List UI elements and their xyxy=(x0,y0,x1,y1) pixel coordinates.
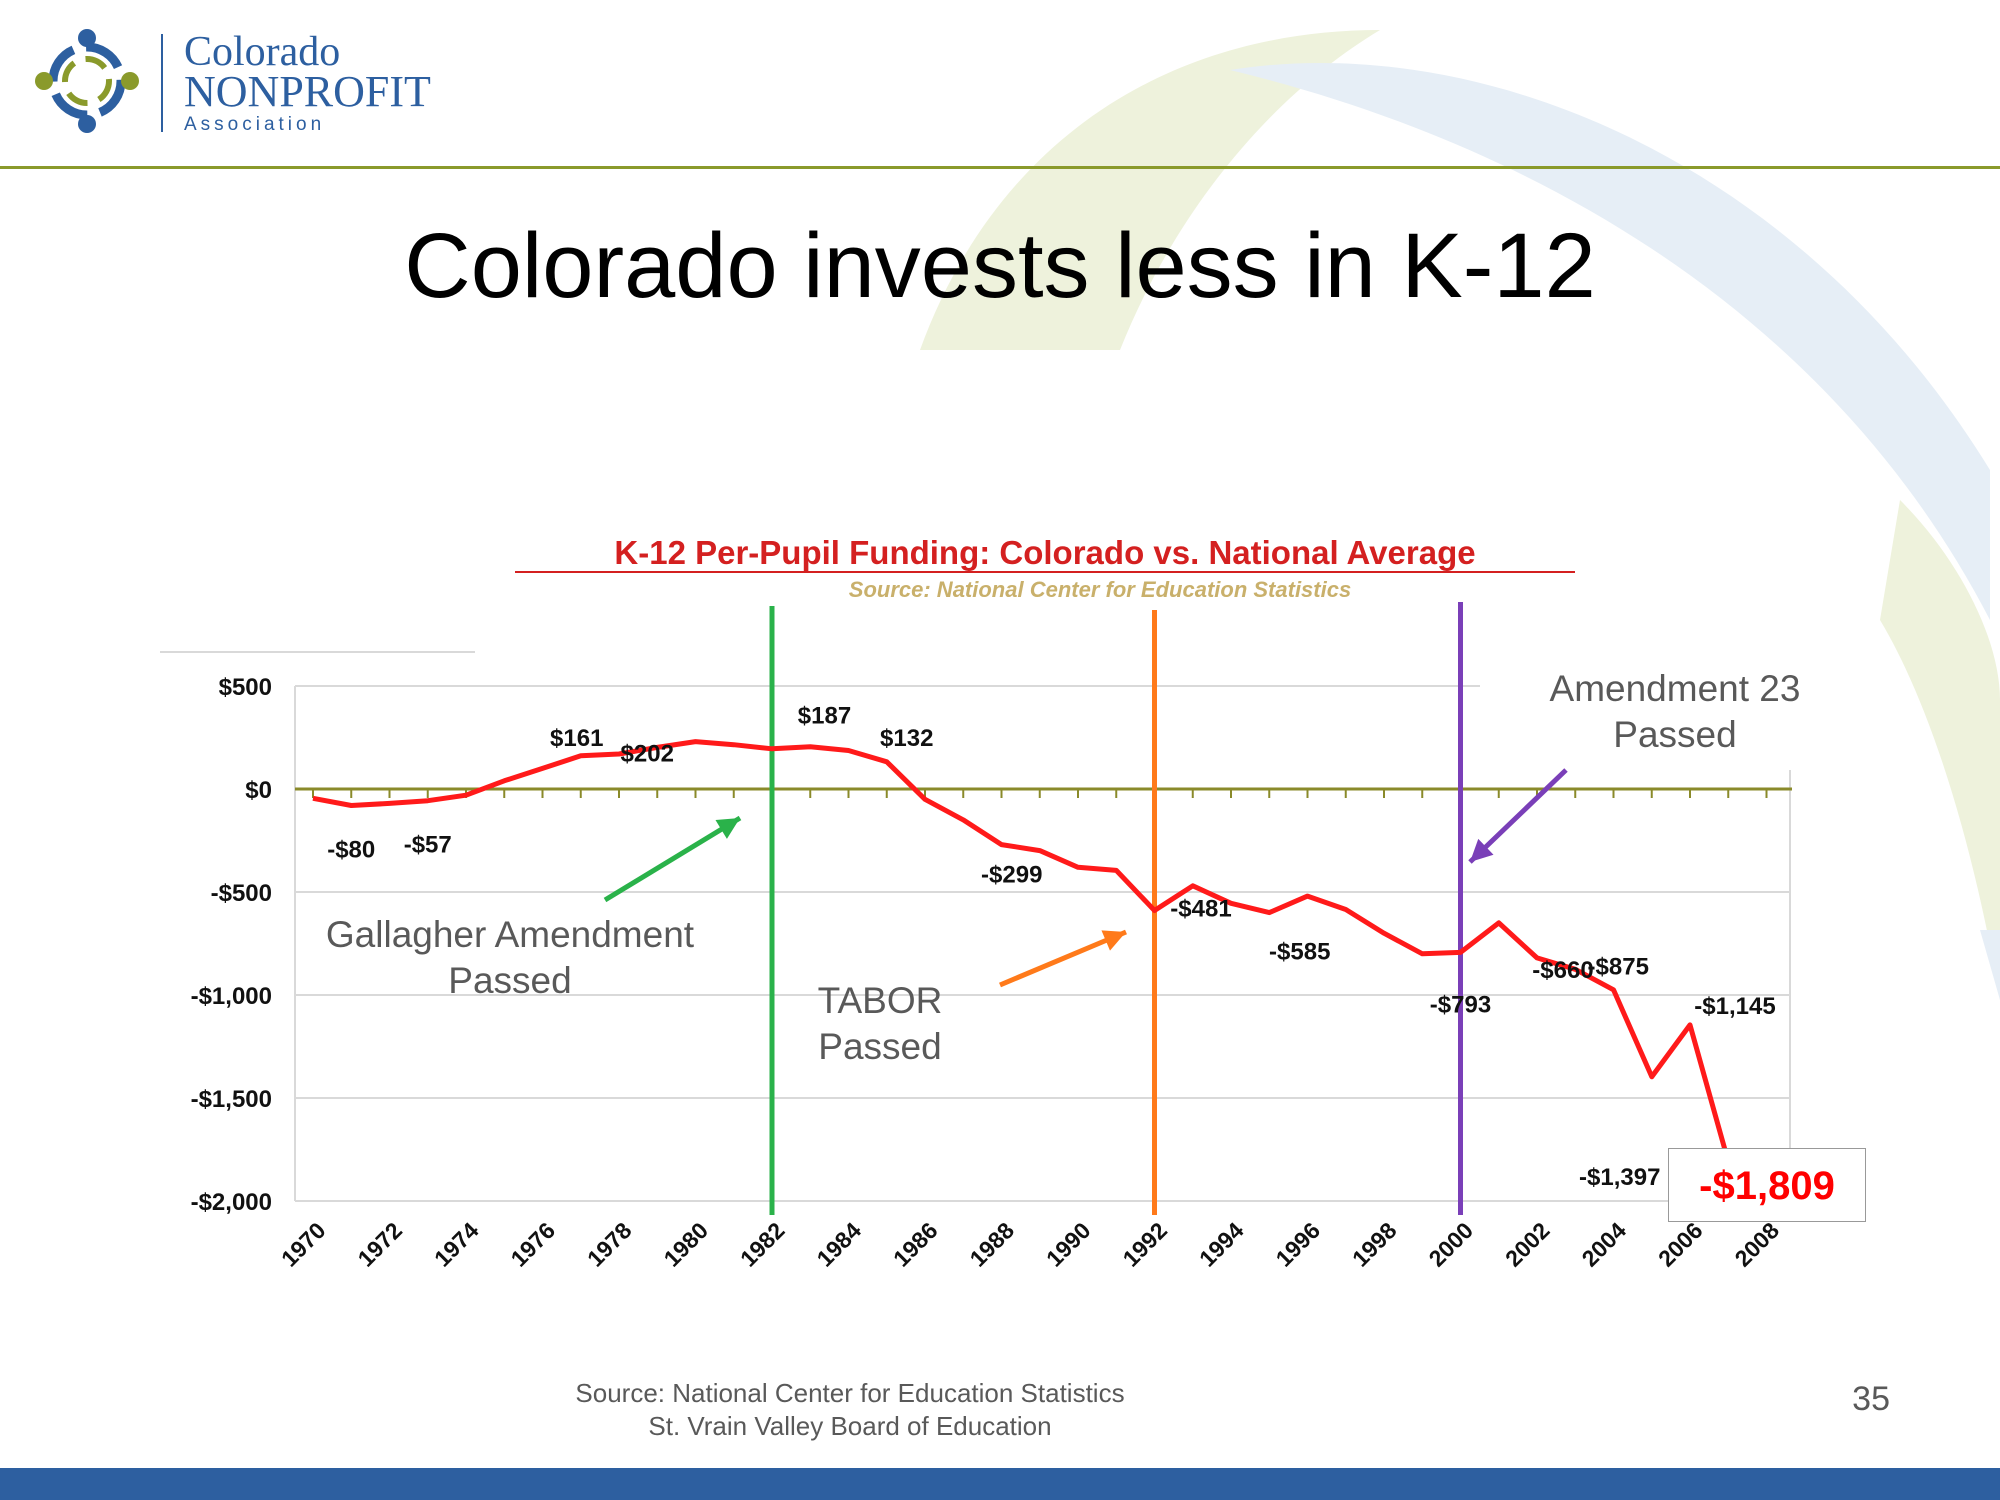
data-label-1971: -$80 xyxy=(327,836,375,863)
data-label-2005: -$1,397 xyxy=(1579,1164,1660,1191)
tabor-annotation: TABOR Passed xyxy=(780,978,980,1070)
x-tick-label-1978: 1978 xyxy=(582,1217,637,1272)
tabor-annotation-line1: TABOR xyxy=(817,980,943,1021)
y-tick-label-2-000: -$2,000 xyxy=(191,1189,272,1216)
gallagher-arrow-head xyxy=(715,818,740,839)
header-rule xyxy=(0,166,2000,169)
gallagher-annotation-line1: Gallagher Amendment xyxy=(325,914,695,955)
data-label-1997: -$585 xyxy=(1269,939,1330,966)
x-tick-label-1988: 1988 xyxy=(964,1217,1019,1272)
x-tick-label-1986: 1986 xyxy=(888,1217,943,1272)
y-tick-label-1-500: -$1,500 xyxy=(191,1086,272,1113)
x-tick-label-1976: 1976 xyxy=(505,1217,560,1272)
data-label-2002: -$660 xyxy=(1532,957,1593,984)
y-tick-label-500: $500 xyxy=(219,674,272,701)
y-tick-label-500: -$500 xyxy=(211,880,272,907)
tabor-arrow-shaft xyxy=(999,929,1127,988)
footer-source-line-2: St. Vrain Valley Board of Education xyxy=(648,1411,1052,1441)
slide-number: 35 xyxy=(1852,1380,1890,1418)
amendment23-arrow-head xyxy=(1470,838,1494,862)
data-label-1985: $132 xyxy=(880,725,933,752)
x-tick-label-1996: 1996 xyxy=(1270,1217,1325,1272)
x-tick-label-1992: 1992 xyxy=(1117,1217,1172,1272)
data-label-2006: -$1,145 xyxy=(1694,993,1775,1020)
logo-text-nonprofit: NONPROFIT xyxy=(184,67,431,116)
x-tick-label-1974: 1974 xyxy=(429,1217,484,1272)
data-label-1977: $161 xyxy=(550,725,603,752)
footer-band xyxy=(0,1468,2000,1500)
x-tick-label-1990: 1990 xyxy=(1041,1217,1096,1272)
x-tick-label-2006: 2006 xyxy=(1653,1217,1708,1272)
logo-divider xyxy=(161,34,163,132)
logo-text-colorado: Colorado xyxy=(184,29,341,75)
x-tick-label-1998: 1998 xyxy=(1347,1217,1402,1272)
y-tick-label-0: $0 xyxy=(245,777,272,804)
final-value-callout: -$1,809 xyxy=(1668,1148,1866,1222)
x-tick-label-1970: 1970 xyxy=(276,1217,331,1272)
data-label-1989: -$299 xyxy=(981,862,1042,889)
tabor-annotation-line2: Passed xyxy=(818,1026,942,1067)
data-label-2000: -$793 xyxy=(1430,991,1491,1018)
logo-text-association: Association xyxy=(184,114,326,135)
chart-title: K-12 Per-Pupil Funding: Colorado vs. Nat… xyxy=(614,534,1475,571)
x-tick-label-1980: 1980 xyxy=(658,1217,713,1272)
amendment23-arrow-shaft xyxy=(1468,768,1568,864)
gallagher-annotation: Gallagher Amendment Passed xyxy=(300,912,720,1004)
footer-source-line-1: Source: National Center for Education St… xyxy=(575,1378,1125,1408)
slide-title: Colorado invests less in K-12 xyxy=(404,215,1596,317)
x-tick-label-2008: 2008 xyxy=(1729,1217,1784,1272)
x-tick-label-2002: 2002 xyxy=(1500,1217,1555,1272)
amendment23-annotation-line1: Amendment 23 xyxy=(1549,668,1801,709)
amendment23-annotation-line2: Passed xyxy=(1613,714,1737,755)
amendment23-annotation: Amendment 23 Passed xyxy=(1515,666,1835,758)
gallagher-arrow-shaft xyxy=(603,815,742,903)
x-tick-label-1984: 1984 xyxy=(811,1217,866,1272)
data-label-1984: $187 xyxy=(798,702,851,729)
colorado-nonprofit-logo-icon xyxy=(35,29,139,133)
x-tick-label-1972: 1972 xyxy=(352,1217,407,1272)
tabor-arrow-head xyxy=(1101,930,1126,951)
data-label-1979: $202 xyxy=(621,740,674,767)
data-label-1994: -$481 xyxy=(1170,895,1231,922)
chart-subtitle: Source: National Center for Education St… xyxy=(849,577,1351,602)
x-tick-label-1982: 1982 xyxy=(735,1217,790,1272)
x-tick-label-2000: 2000 xyxy=(1423,1217,1478,1272)
x-tick-label-2004: 2004 xyxy=(1576,1217,1631,1272)
x-tick-label-1994: 1994 xyxy=(1194,1217,1249,1272)
y-tick-label-1-000: -$1,000 xyxy=(191,983,272,1010)
data-label-2003: -$875 xyxy=(1588,953,1649,980)
data-label-1973: -$57 xyxy=(404,832,452,859)
funding-series-line xyxy=(312,739,1731,1163)
gallagher-annotation-line2: Passed xyxy=(448,960,572,1001)
